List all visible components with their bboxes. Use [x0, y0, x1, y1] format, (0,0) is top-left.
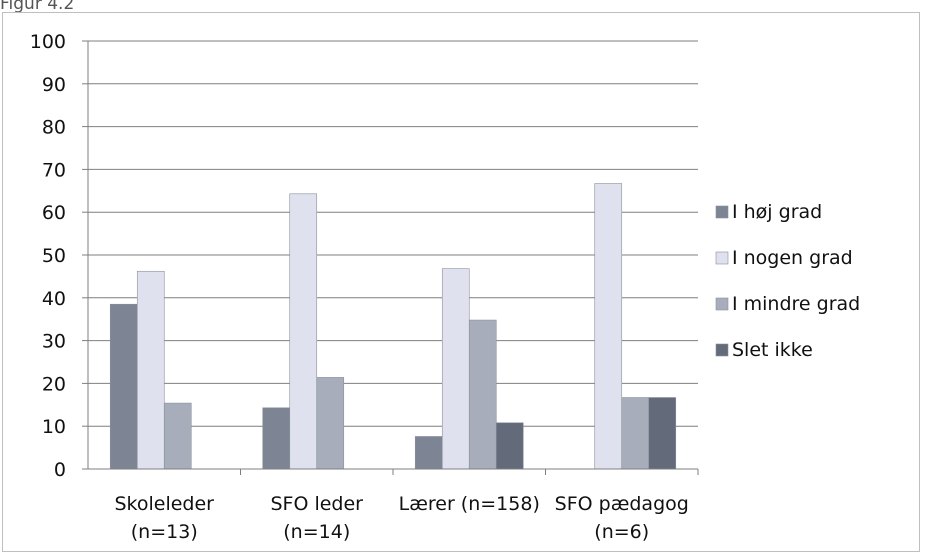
x-tick-label: SFO pædagog: [555, 493, 689, 515]
legend: I høj grad I nogen grad I mindre grad Slet …: [715, 201, 860, 361]
figure-label: Figur 4.2: [0, 0, 75, 14]
y-tick-label: 30: [42, 331, 66, 353]
y-tick-label: 100: [30, 31, 66, 53]
y-tick-label: 0: [54, 459, 66, 481]
x-axis: Skoleleder (n=13) SFO leder (n=14) Lærer (n=…: [88, 468, 699, 543]
bar: [468, 319, 497, 470]
gridlines: [88, 40, 698, 427]
y-axis: 0 10 20 30 40 50 60 70 80 90 100: [30, 31, 89, 481]
bar: [414, 436, 443, 470]
bar: [316, 377, 345, 470]
y-tick-label: 90: [42, 74, 66, 96]
bar: [163, 402, 192, 470]
x-tick-label: Skoleleder: [114, 493, 214, 515]
y-tick-label: 40: [42, 288, 66, 310]
bar: [621, 397, 650, 470]
x-tick-label: SFO leder: [270, 493, 363, 515]
x-tick-label: (n=14): [283, 521, 350, 543]
y-tick-label: 80: [42, 117, 66, 139]
bars: [109, 183, 677, 470]
legend-label: I nogen grad: [732, 247, 853, 269]
y-tick-label: 70: [42, 159, 66, 181]
legend-swatch: [715, 205, 729, 219]
legend-swatch: [715, 251, 729, 265]
bar: [109, 303, 138, 470]
x-tick-label: (n=6): [594, 521, 649, 543]
bar: [136, 270, 165, 470]
y-tick-label: 60: [42, 202, 66, 224]
x-tick-label: (n=13): [131, 521, 198, 543]
y-tick-label: 10: [42, 416, 66, 438]
bar: [262, 407, 291, 470]
y-tick-label: 50: [42, 245, 66, 267]
legend-swatch: [715, 297, 729, 311]
bar: [495, 422, 524, 470]
chart-frame: [2, 12, 920, 552]
bar: [441, 268, 470, 470]
legend-label: Slet ikke: [732, 339, 813, 361]
legend-label: I mindre grad: [732, 293, 860, 315]
legend-label: I høj grad: [732, 201, 822, 223]
bar: [289, 193, 318, 470]
bar: [594, 183, 623, 470]
x-tick-label: Lærer (n=158): [399, 493, 540, 515]
legend-swatch: [715, 343, 729, 357]
bar: [648, 397, 677, 470]
y-tick-label: 20: [42, 373, 66, 395]
